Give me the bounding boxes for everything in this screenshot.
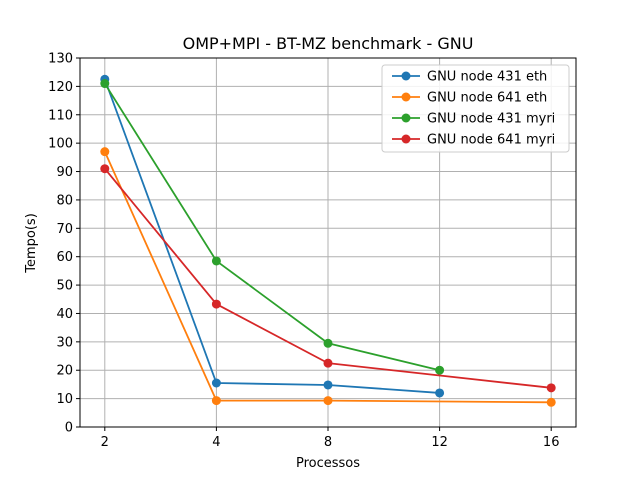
x-axis: 2 4 8 12 16 xyxy=(101,427,560,450)
data-point xyxy=(323,358,333,368)
legend-item: GNU node 431 myri xyxy=(392,112,555,127)
series-2 xyxy=(100,147,556,407)
y-tick-label: 100 xyxy=(48,137,73,152)
y-tick-label: 40 xyxy=(56,307,73,322)
y-axis-label: Tempo(s) xyxy=(24,213,39,274)
legend-label: GNU node 431 eth xyxy=(427,70,547,85)
y-tick-label: 90 xyxy=(56,165,73,180)
data-point xyxy=(211,256,221,266)
legend-label: GNU node 431 myri xyxy=(427,112,555,127)
x-tick-label: 8 xyxy=(324,435,332,450)
legend-swatch-marker xyxy=(401,134,411,144)
data-point xyxy=(435,365,445,375)
series-line xyxy=(103,151,552,404)
y-tick-label: 30 xyxy=(56,335,73,350)
chart-title: OMP+MPI - BT-MZ benchmark - GNU xyxy=(183,34,474,53)
y-tick-label: 70 xyxy=(56,222,73,237)
y-tick-label: 120 xyxy=(48,80,73,95)
data-point xyxy=(211,396,221,406)
series-line xyxy=(104,168,552,389)
y-axis: 0 10 20 30 40 50 60 70 80 90 100 110 120 130 xyxy=(48,52,80,436)
data-point xyxy=(435,388,445,398)
y-tick-label: 130 xyxy=(48,52,73,67)
data-point xyxy=(546,383,556,393)
legend-item: GNU node 431 eth xyxy=(392,70,547,85)
series-line xyxy=(103,78,440,394)
legend-swatch-marker xyxy=(401,113,411,123)
data-point xyxy=(323,396,333,406)
legend-swatch-marker xyxy=(401,71,411,81)
legend-swatch-marker xyxy=(401,92,411,102)
legend-label: GNU node 641 eth xyxy=(427,91,547,106)
x-tick-label: 4 xyxy=(212,435,220,450)
data-point xyxy=(323,380,333,390)
data-point xyxy=(546,397,556,407)
y-tick-label: 0 xyxy=(65,421,73,436)
y-tick-label: 20 xyxy=(56,364,73,379)
series-3 xyxy=(100,79,445,375)
data-point xyxy=(100,147,110,157)
legend-item: GNU node 641 myri xyxy=(392,133,555,148)
series-line xyxy=(104,83,440,372)
x-axis-label: Processos xyxy=(296,456,360,471)
legend-box xyxy=(381,64,570,153)
y-tick-label: 50 xyxy=(56,279,73,294)
legend-item: GNU node 641 eth xyxy=(392,91,547,106)
series-layer xyxy=(100,74,556,407)
y-tick-label: 10 xyxy=(56,392,73,407)
legend: GNU node 431 eth GNU node 641 eth GNU node… xyxy=(381,64,570,153)
legend-label: GNU node 641 myri xyxy=(427,133,555,148)
y-tick-label: 80 xyxy=(56,193,73,208)
y-tick-label: 60 xyxy=(56,250,73,265)
x-tick-label: 12 xyxy=(431,435,448,450)
y-tick-label: 110 xyxy=(48,108,73,123)
data-point xyxy=(100,164,110,174)
x-tick-label: 16 xyxy=(543,435,560,450)
data-point xyxy=(211,378,221,388)
data-point xyxy=(323,338,333,348)
data-point xyxy=(211,299,221,309)
x-tick-label: 2 xyxy=(101,435,109,450)
series-4 xyxy=(100,164,556,393)
data-point xyxy=(100,79,110,89)
